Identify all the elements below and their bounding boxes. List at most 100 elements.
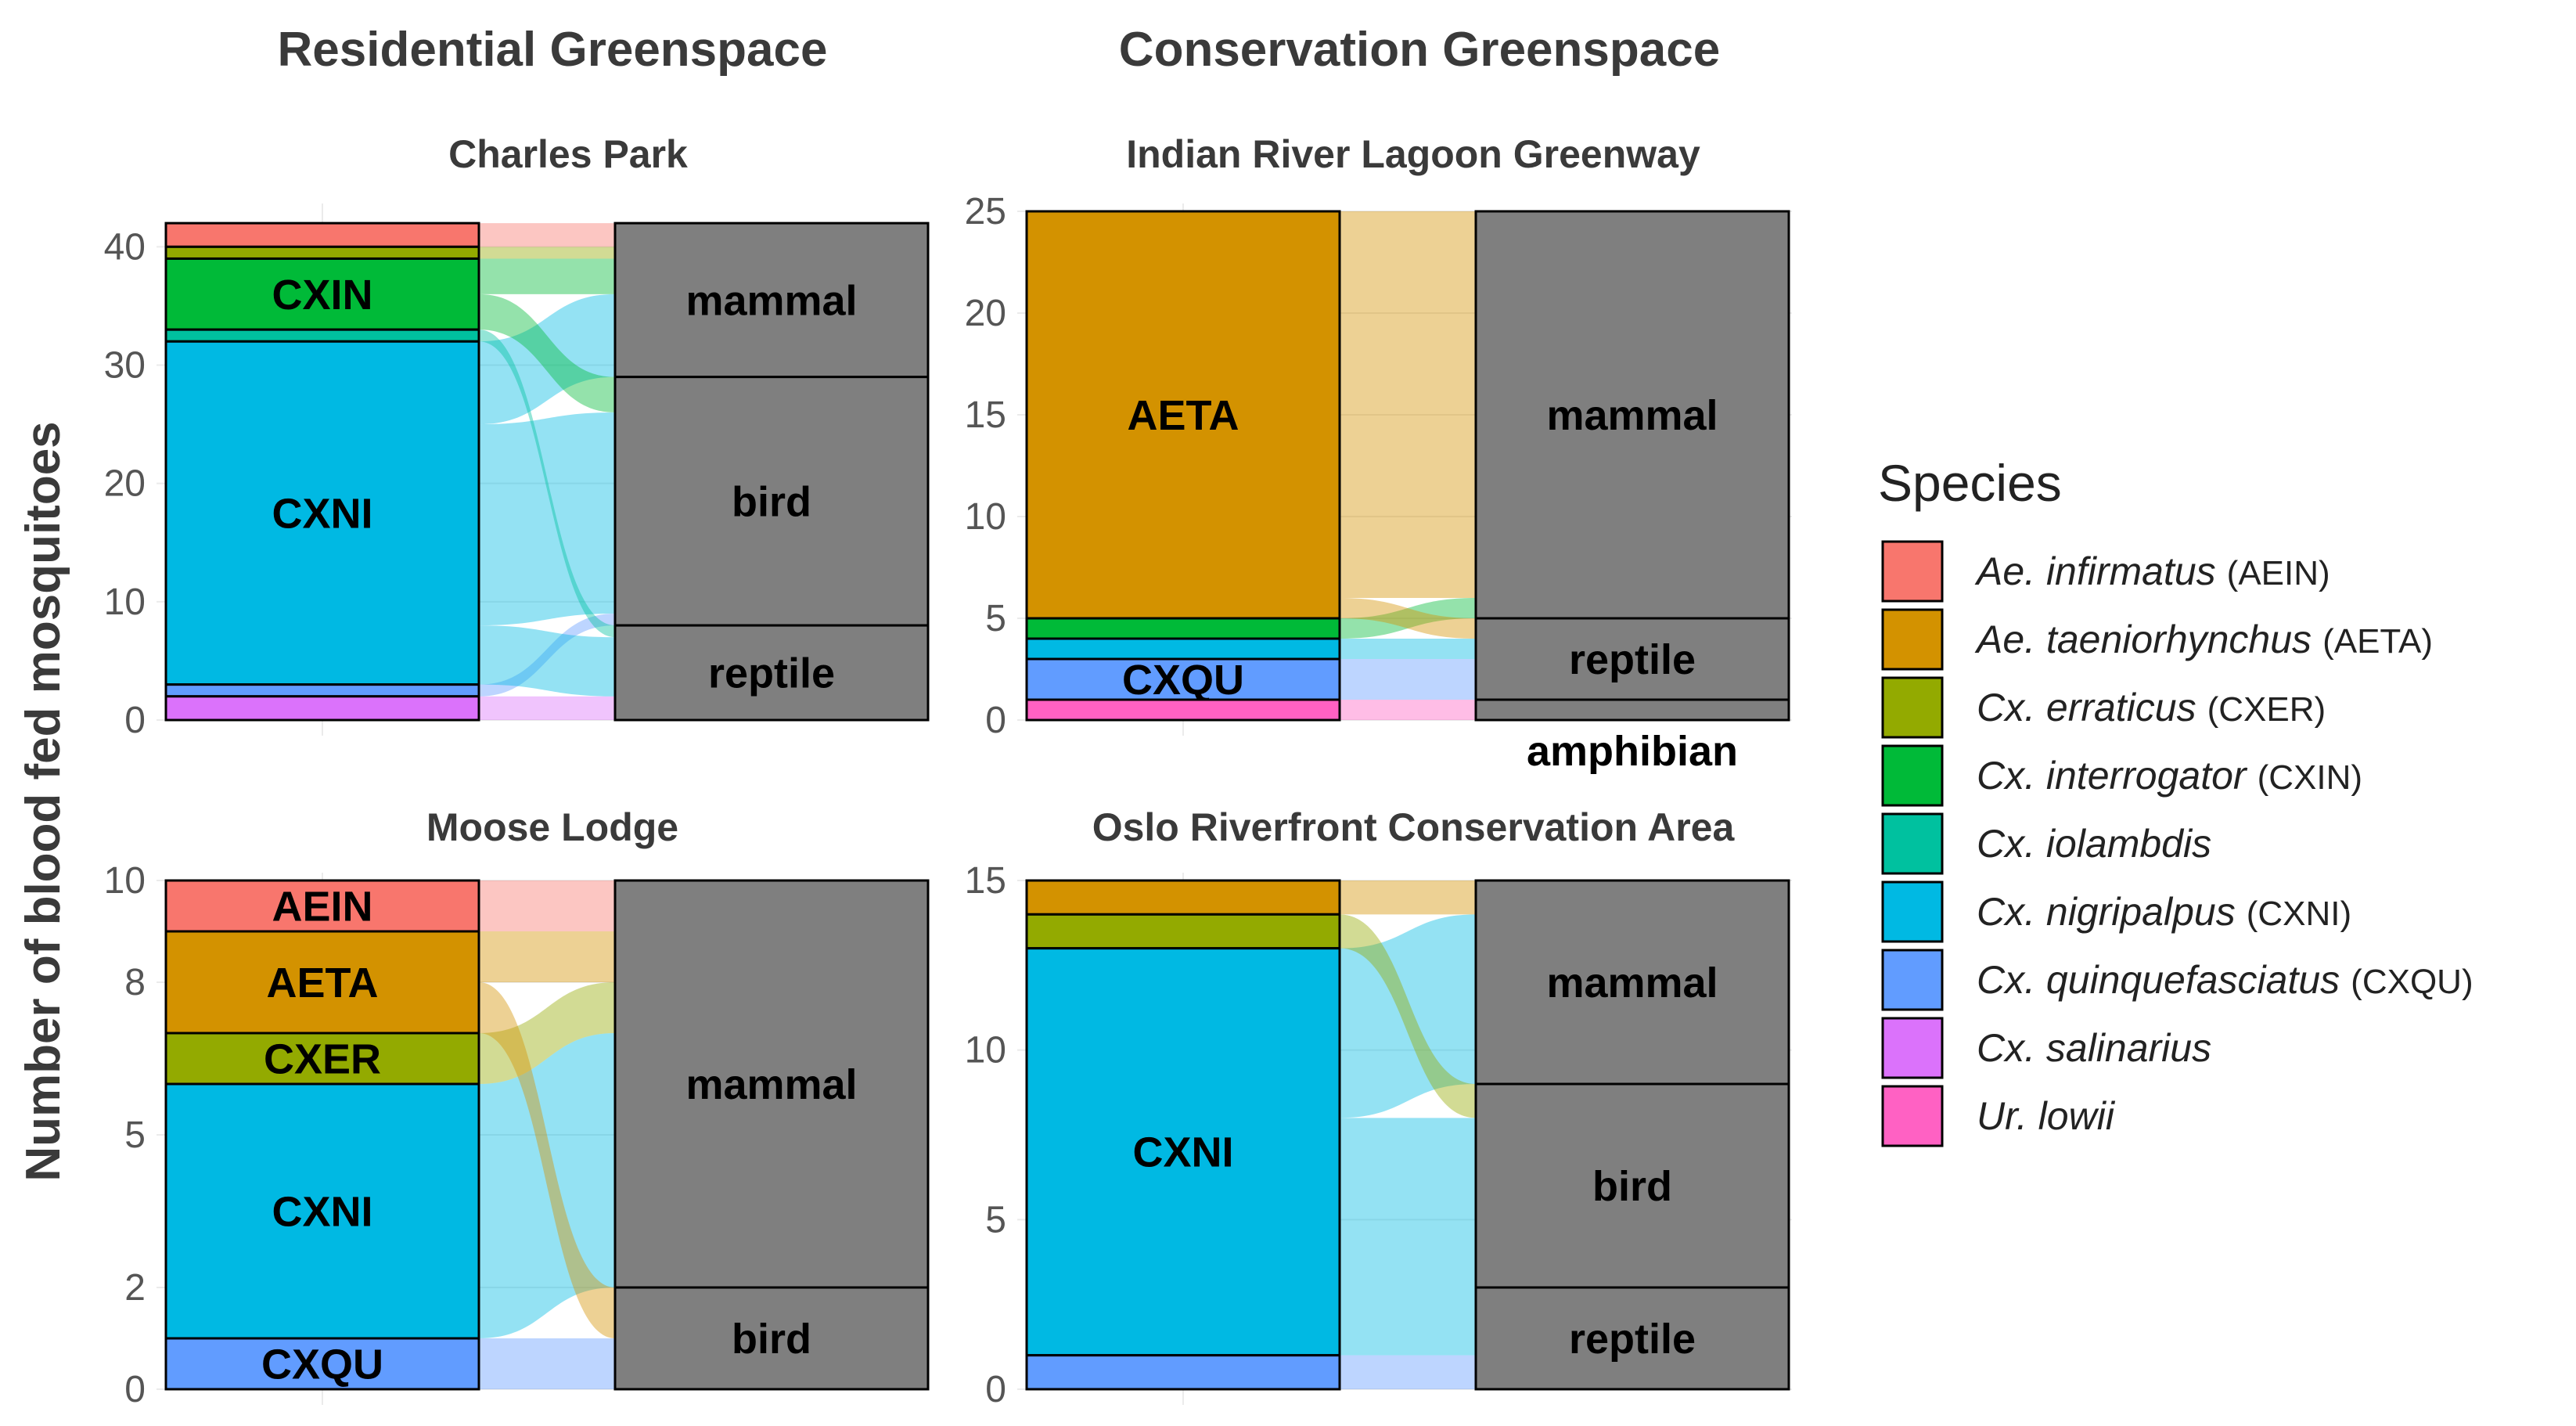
stratum-CXQU [164,683,480,698]
legend-entry-AEIN: Ae. infirmatus (AEIN) [1974,549,2330,593]
legend-swatch-AETA [1881,608,1944,671]
host-label-bird: bird [1592,1163,1672,1210]
legend-swatch-CXQU [1881,949,1944,1011]
flow-CXQU-bird [479,1338,615,1389]
flow-AETA-mammal [1340,211,1476,598]
y-tick-label: 0 [124,1369,146,1410]
legend-species-name: Ae. taeniorhynchus [1974,618,2312,661]
panel-3: 0 5 10 15 Oslo Riverfront Conservation Area C… [965,805,1792,1410]
legend-species-code: (CXNI) [2247,895,2351,933]
panel-title: Charles Park [448,132,688,176]
legend-entry-CXIO: Cx. iolambdis [1977,822,2211,866]
y-tick-label: 20 [965,293,1006,334]
host-stratum-mammal [613,221,930,379]
legend-entry-CXSA: Cx. salinarius [1977,1026,2211,1070]
flow-AETA-reptile [1340,598,1476,639]
stratum-label-AETA: AETA [1128,392,1239,439]
y-tick-label: 0 [985,1369,1006,1410]
legend-swatch-CXER [1881,676,1944,739]
y-tick-label: 10 [965,1030,1006,1071]
flow-CXNI-reptile [1340,1287,1476,1356]
flow-URLO-amphibian [1340,700,1476,720]
legend-species-code: (CXIN) [2258,758,2362,797]
stratum-label-CXIN: CXIN [272,272,372,319]
legend-swatch-CXIO [1881,812,1944,875]
column-title-residential: Residential Greenspace [278,23,828,77]
legend-species-name: Cx. nigripalpus [1977,890,2236,934]
legend-species-name: Ae. infirmatus [1974,549,2216,593]
y-tick-label: 15 [965,860,1006,902]
legend-species-code: (AETA) [2322,622,2433,661]
host-stratum-reptile [1474,1286,1790,1391]
y-tick-label: 8 [124,962,146,1003]
flow-CXNI-mammal [479,1033,615,1338]
flow-CXER-mammal [479,982,615,1084]
stratum-CXER [1025,913,1341,950]
flow-CXNI-bird [479,412,615,626]
flow-CXQU-reptile [1340,1355,1476,1389]
legend-species-code: (CXER) [2207,690,2326,729]
flow-CXQU-reptile [1340,659,1476,700]
legend-species-name: Cx. quinquefasciatus [1977,958,2340,1002]
stratum-CXQU [1025,1354,1341,1391]
stratum-label-CXNI: CXNI [272,1189,372,1236]
flow-AEIN-mammal [479,880,615,931]
host-label-mammal: mammal [685,1061,857,1108]
flow-AEIN-mammal [479,223,615,247]
y-tick-label: 0 [124,700,146,741]
legend: Species Ae. infirmatus (AEIN) Ae. taeniorhy… [1878,454,2473,1147]
flow-CXNI-reptile [479,625,615,697]
host-label-reptile: reptile [708,650,835,697]
stratum-CXSA [164,695,480,722]
host-label-mammal: mammal [1546,392,1718,439]
y-tick-label: 20 [104,463,146,505]
flow-CXIN-mammal [479,258,615,294]
legend-title: Species [1878,454,2062,512]
y-tick-label: 15 [965,394,1006,436]
flow-AETA-mammal [479,931,615,982]
legend-entry-AETA: Ae. taeniorhynchus (AETA) [1974,618,2433,661]
legend-species-code: (AEIN) [2227,554,2330,592]
host-label-amphibian: amphibian [1527,728,1738,775]
host-stratum-reptile [1474,617,1790,701]
y-tick-label: 10 [104,582,146,623]
flow-CXNI-mammal [479,293,615,425]
host-stratum-bird [1474,1082,1790,1289]
legend-swatch-URLO [1881,1085,1944,1147]
flow-CXSA-reptile [479,696,615,720]
stratum-CXNI [164,340,480,686]
flow-CXIN-bird [479,293,615,412]
stratum-CXIN [164,257,480,331]
stratum-AETA [1025,210,1341,620]
legend-species-name: Cx. iolambdis [1977,822,2211,866]
stratum-AEIN [164,221,480,248]
y-tick-label: 10 [965,496,1006,538]
legend-entry-CXNI: Cx. nigripalpus (CXNI) [1977,890,2351,934]
stratum-label-CXQU: CXQU [261,1341,383,1388]
y-tick-label: 2 [124,1267,146,1309]
column-title-conservation: Conservation Greenspace [1119,23,1720,77]
legend-species-name: Cx. salinarius [1977,1026,2211,1070]
y-tick-label: 10 [104,860,146,902]
panel-title: Moose Lodge [426,805,678,849]
legend-species-code: (CXQU) [2351,963,2473,1001]
stratum-label-CXER: CXER [264,1036,381,1083]
y-tick-label: 5 [985,598,1006,639]
stratum-label-CXNI: CXNI [272,490,372,537]
y-tick-label: 25 [965,191,1006,232]
stratum-CXQU [164,1337,480,1391]
stratum-CXNI [164,1082,480,1340]
legend-species-name: Cx. interrogator [1977,754,2248,798]
stratum-label-CXQU: CXQU [1122,657,1244,704]
flow-AETA-mammal [1340,880,1476,915]
stratum-CXIN [1025,617,1341,640]
flow-CXIO-reptile [479,329,615,638]
flow-CXNI-bird [1340,1118,1476,1287]
stratum-CXQU [1025,657,1341,701]
flow-CXER-bird [1340,914,1476,1118]
host-stratum-mammal [1474,210,1790,620]
flow-CXIN-mammal [1340,598,1476,639]
host-label-reptile: reptile [1569,636,1696,683]
host-label-reptile: reptile [1569,1316,1696,1363]
panel-title: Oslo Riverfront Conservation Area [1092,805,1736,849]
